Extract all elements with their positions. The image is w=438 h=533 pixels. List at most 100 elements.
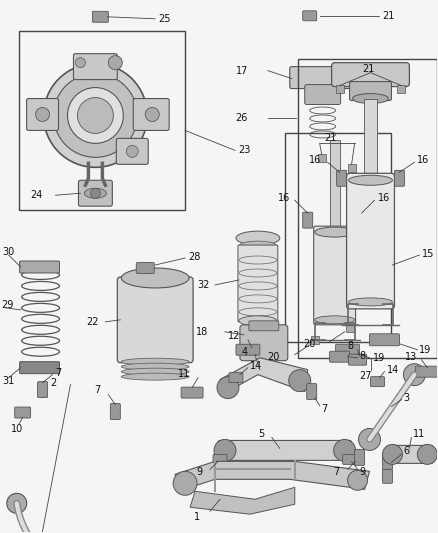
Text: 7: 7 bbox=[94, 385, 100, 394]
Bar bbox=[330, 140, 339, 230]
Circle shape bbox=[217, 377, 239, 399]
Text: 16: 16 bbox=[278, 193, 290, 203]
Text: 12: 12 bbox=[228, 331, 240, 341]
Text: 20: 20 bbox=[268, 352, 280, 362]
Text: 11: 11 bbox=[413, 430, 426, 440]
Text: 22: 22 bbox=[86, 317, 99, 327]
Ellipse shape bbox=[121, 373, 189, 380]
Text: 7: 7 bbox=[321, 403, 328, 414]
FancyBboxPatch shape bbox=[92, 11, 108, 22]
Text: 31: 31 bbox=[3, 376, 15, 386]
FancyBboxPatch shape bbox=[349, 354, 367, 365]
FancyBboxPatch shape bbox=[371, 377, 385, 386]
Circle shape bbox=[126, 146, 138, 157]
Text: 20: 20 bbox=[304, 339, 316, 349]
FancyBboxPatch shape bbox=[337, 171, 346, 186]
FancyBboxPatch shape bbox=[305, 85, 341, 104]
Text: 4: 4 bbox=[242, 347, 248, 357]
Text: 21: 21 bbox=[325, 133, 337, 143]
FancyBboxPatch shape bbox=[350, 82, 392, 101]
FancyBboxPatch shape bbox=[415, 366, 438, 377]
FancyBboxPatch shape bbox=[303, 212, 313, 228]
Text: 28: 28 bbox=[188, 252, 201, 262]
Text: 10: 10 bbox=[11, 424, 23, 434]
Circle shape bbox=[90, 188, 100, 198]
Text: 23: 23 bbox=[238, 146, 250, 155]
Circle shape bbox=[289, 370, 311, 392]
FancyBboxPatch shape bbox=[330, 351, 350, 362]
Polygon shape bbox=[220, 358, 308, 394]
FancyBboxPatch shape bbox=[382, 455, 392, 470]
Ellipse shape bbox=[314, 316, 355, 324]
Text: 17: 17 bbox=[236, 66, 248, 76]
Text: 13: 13 bbox=[405, 352, 417, 362]
Circle shape bbox=[173, 471, 197, 495]
Circle shape bbox=[417, 445, 437, 464]
FancyBboxPatch shape bbox=[229, 373, 243, 383]
FancyBboxPatch shape bbox=[236, 344, 260, 355]
Text: 19: 19 bbox=[419, 345, 431, 355]
Text: 9: 9 bbox=[360, 467, 366, 478]
Polygon shape bbox=[175, 462, 370, 491]
FancyBboxPatch shape bbox=[290, 67, 356, 88]
Text: 18: 18 bbox=[196, 327, 208, 337]
FancyBboxPatch shape bbox=[314, 226, 356, 325]
Ellipse shape bbox=[121, 363, 189, 370]
FancyBboxPatch shape bbox=[27, 99, 59, 131]
Bar bbox=[346, 324, 353, 332]
Bar bbox=[364, 99, 378, 178]
Circle shape bbox=[53, 74, 137, 157]
Text: 8: 8 bbox=[347, 341, 353, 351]
Bar bbox=[348, 164, 356, 172]
FancyBboxPatch shape bbox=[20, 261, 60, 273]
Polygon shape bbox=[190, 487, 295, 514]
Ellipse shape bbox=[353, 94, 389, 103]
FancyBboxPatch shape bbox=[355, 449, 364, 465]
Bar bbox=[298, 59, 437, 358]
Ellipse shape bbox=[314, 227, 355, 237]
FancyBboxPatch shape bbox=[78, 180, 112, 206]
FancyBboxPatch shape bbox=[240, 325, 288, 361]
Text: 25: 25 bbox=[158, 14, 171, 24]
FancyBboxPatch shape bbox=[14, 407, 31, 418]
FancyBboxPatch shape bbox=[336, 344, 360, 355]
Circle shape bbox=[67, 87, 124, 143]
FancyBboxPatch shape bbox=[181, 387, 203, 398]
FancyBboxPatch shape bbox=[136, 263, 154, 273]
Circle shape bbox=[214, 439, 236, 462]
Circle shape bbox=[403, 364, 425, 385]
Ellipse shape bbox=[349, 175, 392, 185]
Ellipse shape bbox=[121, 368, 189, 375]
Circle shape bbox=[108, 55, 122, 70]
Text: 21: 21 bbox=[382, 11, 395, 21]
Text: 32: 32 bbox=[198, 280, 210, 290]
Text: 19: 19 bbox=[372, 353, 385, 363]
Circle shape bbox=[348, 470, 367, 490]
Text: 2: 2 bbox=[50, 378, 57, 387]
FancyBboxPatch shape bbox=[110, 403, 120, 419]
FancyBboxPatch shape bbox=[117, 139, 148, 164]
Bar bbox=[311, 336, 319, 344]
Text: 29: 29 bbox=[2, 300, 14, 310]
FancyBboxPatch shape bbox=[238, 245, 278, 322]
Text: 1: 1 bbox=[194, 512, 200, 522]
FancyBboxPatch shape bbox=[117, 277, 193, 362]
FancyBboxPatch shape bbox=[382, 470, 392, 483]
FancyBboxPatch shape bbox=[395, 171, 404, 186]
Ellipse shape bbox=[121, 358, 189, 365]
Circle shape bbox=[78, 98, 113, 133]
FancyBboxPatch shape bbox=[388, 446, 433, 463]
Ellipse shape bbox=[239, 316, 277, 326]
FancyBboxPatch shape bbox=[307, 384, 317, 400]
FancyBboxPatch shape bbox=[133, 99, 169, 131]
Bar bbox=[19, 31, 185, 210]
Bar bbox=[285, 133, 392, 342]
Text: 11: 11 bbox=[178, 369, 190, 378]
FancyBboxPatch shape bbox=[357, 212, 367, 228]
Ellipse shape bbox=[121, 268, 189, 288]
Text: 26: 26 bbox=[236, 114, 248, 124]
Text: 16: 16 bbox=[309, 155, 321, 165]
Text: 3: 3 bbox=[403, 393, 410, 402]
Text: 24: 24 bbox=[31, 190, 43, 200]
Text: 6: 6 bbox=[403, 447, 410, 456]
